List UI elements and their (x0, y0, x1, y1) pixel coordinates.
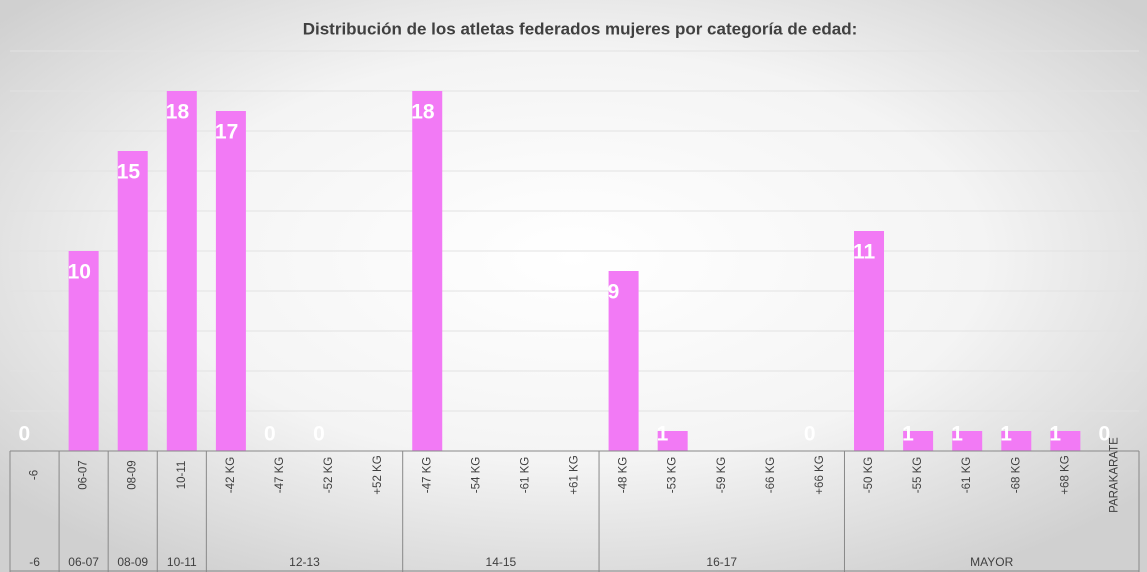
x-tick-label: -42 KG (225, 457, 237, 493)
x-tick-label: -54 KG (470, 457, 482, 493)
x-tick-label: -47 KG (421, 457, 433, 493)
x-tick-label: -59 KG (716, 457, 728, 493)
x-tick-label: +61 KG (569, 455, 581, 494)
x-tick-label: -61 KG (519, 457, 531, 493)
bar (215, 111, 246, 451)
x-tick-label: -48 KG (618, 457, 630, 493)
x-tick-label: +66 KG (814, 455, 826, 494)
x-tick-label: +52 KG (372, 455, 384, 494)
data-label: 17 (215, 121, 238, 144)
bar (68, 251, 99, 451)
bar (166, 91, 197, 451)
x-tick-label: -61 KG (961, 457, 973, 493)
group-label: 16-17 (706, 555, 737, 569)
data-label: 0 (264, 423, 276, 446)
data-label: 15 (117, 161, 141, 184)
data-label: 0 (313, 423, 325, 446)
bar (657, 431, 688, 451)
bar (412, 91, 443, 451)
x-tick-label: 08-09 (127, 460, 139, 489)
x-tick-label: -47 KG (274, 457, 286, 493)
x-tick-label: PARAKARATE (1108, 437, 1120, 513)
data-label: 9 (608, 281, 620, 304)
x-tick-label: -53 KG (667, 457, 679, 493)
data-label: 1 (657, 423, 669, 446)
data-label: 1 (951, 423, 963, 446)
data-label: 1 (1000, 423, 1012, 446)
data-label: 11 (853, 241, 876, 264)
x-tick-label: -68 KG (1010, 457, 1022, 493)
x-tick-label: -6 (29, 470, 41, 480)
group-label: 12-13 (289, 555, 320, 569)
data-label: 1 (902, 423, 914, 446)
x-tick-label: -50 KG (863, 457, 875, 493)
data-label: 10 (68, 261, 91, 284)
group-label: 10-11 (167, 555, 197, 569)
data-label: 0 (1098, 423, 1110, 446)
x-tick-label: 06-07 (78, 460, 90, 489)
data-label: 1 (1049, 423, 1061, 446)
x-tick-label: -52 KG (323, 457, 335, 493)
group-label: 14-15 (486, 555, 517, 569)
bar (608, 271, 639, 451)
chart-title: Distribución de los atletas federados mu… (303, 19, 858, 38)
data-label: 0 (804, 423, 816, 446)
group-label: -6 (29, 555, 40, 569)
data-label: 18 (166, 101, 190, 124)
x-tick-label: -55 KG (912, 457, 924, 493)
bar (1001, 431, 1032, 451)
x-tick-label: -66 KG (765, 457, 777, 493)
bar (854, 231, 885, 451)
x-tick-label: 10-11 (176, 461, 188, 490)
bar (1050, 431, 1081, 451)
group-label: 06-07 (68, 555, 99, 569)
group-label: MAYOR (970, 555, 1013, 569)
bar (903, 431, 934, 451)
data-label: 0 (19, 423, 31, 446)
bar (117, 151, 148, 451)
group-label: 08-09 (117, 555, 148, 569)
x-tick-label: +68 KG (1059, 455, 1071, 494)
data-label: 18 (411, 101, 435, 124)
bar (952, 431, 983, 451)
